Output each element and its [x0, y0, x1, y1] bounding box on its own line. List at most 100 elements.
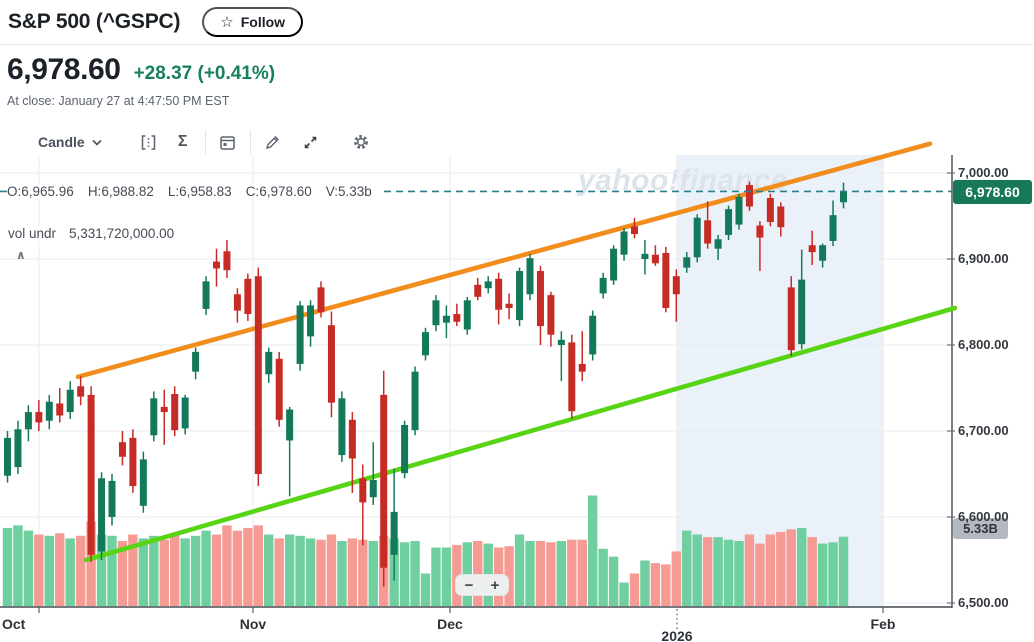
settings-gear-icon[interactable] — [352, 133, 370, 151]
volume-bar — [786, 529, 796, 606]
volume-bar — [431, 547, 441, 606]
chart-interval-icon[interactable] — [140, 133, 158, 151]
x-axis-label: Dec — [437, 616, 463, 632]
candle-body — [484, 281, 492, 289]
volume-bar — [75, 535, 86, 606]
candle-body — [150, 398, 158, 436]
ohlc-volume: V:5.33b — [325, 184, 372, 199]
volume-bar — [368, 541, 378, 606]
candle-body — [432, 300, 440, 326]
volume-bar — [13, 525, 23, 606]
current-volume-badge: 5.33B — [953, 518, 1008, 539]
volume-bar — [305, 538, 316, 606]
collapse-volume-icon[interactable]: ∧ — [16, 248, 26, 262]
volume-bar — [65, 538, 75, 606]
candle-body — [547, 295, 555, 335]
volume-bar — [473, 541, 483, 606]
last-price: 6,978.60 — [7, 53, 121, 86]
volume-bar — [326, 534, 337, 606]
volume-bar — [661, 564, 671, 606]
volume-bar — [96, 534, 107, 606]
candle-body — [317, 287, 325, 313]
y-axis-label: 6,500.00 — [958, 595, 1009, 610]
candle-body — [4, 437, 11, 476]
y-axis-label: 6,700.00 — [958, 423, 1009, 438]
volume-bar — [556, 541, 567, 606]
volume-bar — [347, 538, 358, 606]
follow-button[interactable]: ☆ Follow — [202, 7, 304, 37]
volume-bar — [629, 573, 640, 606]
volume-bar — [535, 541, 546, 606]
candle-body — [139, 459, 147, 506]
candle-body — [108, 480, 116, 517]
volume-bar — [23, 530, 34, 606]
volume-bar — [838, 536, 849, 606]
volume-bar — [598, 548, 608, 606]
volume-bar — [170, 534, 180, 606]
candle-body — [766, 197, 774, 223]
volume-bar — [264, 534, 274, 606]
volume-bar — [744, 534, 755, 606]
volume-bar — [504, 546, 514, 606]
volume-bar — [138, 538, 149, 606]
candle-body — [118, 442, 126, 457]
lower-channel-trendline — [83, 305, 958, 563]
volume-bar — [107, 535, 117, 606]
candle-body — [651, 254, 659, 264]
candle-body — [129, 437, 137, 487]
candle-body — [599, 277, 607, 294]
y-axis-label: 6,800.00 — [958, 337, 1009, 352]
chart-type-label: Candle — [38, 134, 85, 150]
candle-body — [181, 397, 189, 429]
candle-body — [213, 261, 220, 269]
volume-bar — [640, 560, 650, 606]
volume-bar — [619, 582, 629, 606]
candle-body — [14, 429, 22, 468]
at-close-timestamp: At close: January 27 at 4:47:50 PM EST — [7, 94, 230, 108]
candle-body — [704, 220, 712, 244]
volume-bar — [608, 556, 619, 606]
volume-bar — [284, 534, 295, 606]
y-axis-label: 7,000.00 — [958, 165, 1009, 180]
candle-body — [223, 251, 231, 271]
draw-pencil-icon[interactable] — [264, 133, 282, 151]
volume-label: vol undr — [8, 226, 57, 241]
current-price-badge: 6,978.60 — [953, 180, 1032, 204]
ohlc-open: O:6,965.96 — [7, 184, 74, 199]
volume-bar — [713, 537, 723, 606]
calendar-icon[interactable] — [219, 133, 237, 151]
volume-bar — [650, 563, 661, 606]
candle-body — [662, 252, 670, 309]
candle-body — [77, 386, 85, 397]
volume-bar — [44, 535, 54, 606]
volume-bar — [222, 525, 232, 606]
volume-readout: vol undr 5,331,720,000.00 — [8, 226, 181, 241]
chart-toolbar: Candle Σ — [38, 128, 370, 156]
candle-body — [45, 401, 53, 421]
indicators-sigma-icon[interactable]: Σ — [177, 133, 188, 150]
volume-bar — [734, 541, 744, 606]
candle-body — [610, 248, 618, 281]
x-axis-label: 2026 — [661, 628, 693, 642]
volume-bar — [817, 543, 828, 606]
zoom-out-button[interactable]: − — [456, 575, 482, 595]
candle-body — [98, 478, 106, 552]
ohlc-low: L:6,958.83 — [167, 184, 232, 199]
follow-button-label: Follow — [240, 14, 286, 30]
fullscreen-icon[interactable] — [302, 133, 320, 151]
star-icon: ☆ — [220, 14, 234, 31]
volume-bar — [514, 534, 525, 606]
candle-body — [338, 398, 346, 456]
candle-body — [641, 253, 649, 259]
volume-bar — [295, 535, 305, 606]
candle-body — [401, 424, 409, 474]
zoom-in-button[interactable]: + — [482, 575, 508, 595]
volume-bar — [358, 539, 368, 606]
volume-bar — [55, 533, 65, 606]
candle-body — [87, 394, 95, 555]
volume-bar — [420, 573, 431, 606]
volume-bar — [546, 542, 556, 606]
candle-body — [244, 278, 252, 315]
chart-type-dropdown[interactable]: Candle — [38, 134, 102, 150]
